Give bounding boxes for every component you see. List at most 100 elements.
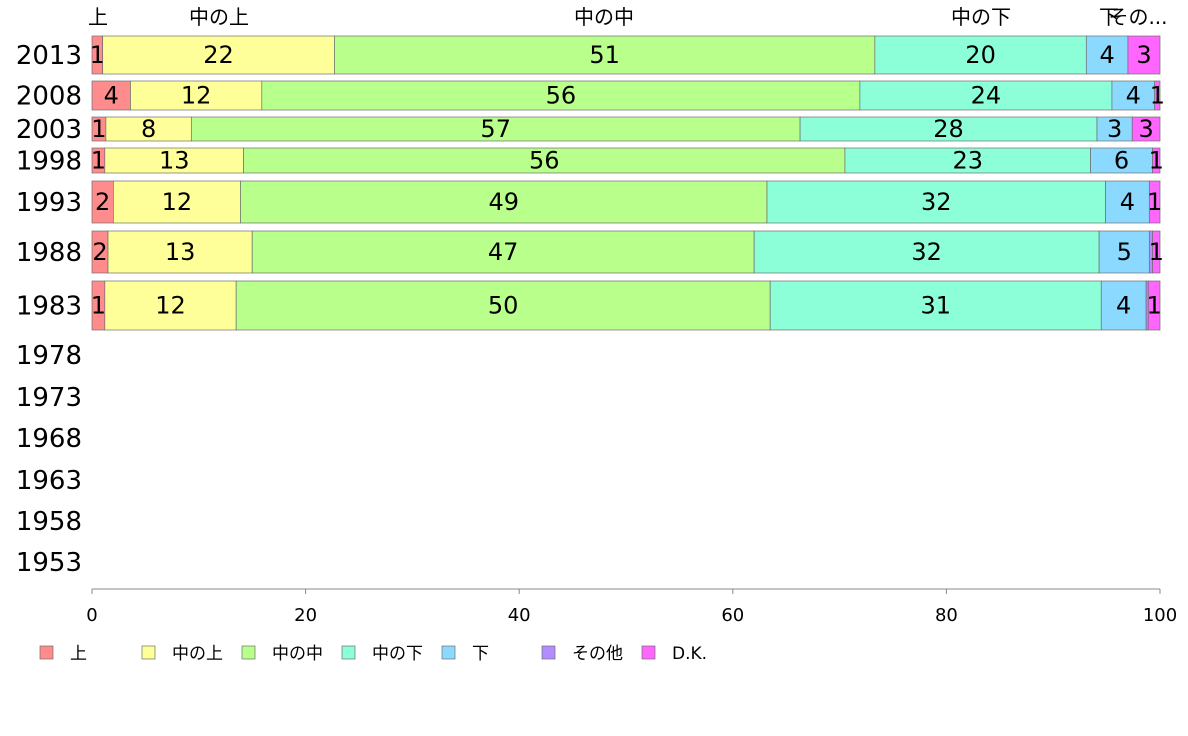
legend-swatch-6 <box>641 645 656 660</box>
bar-label-2003-4: 3 <box>1107 115 1122 143</box>
legend-swatch-3 <box>341 645 356 660</box>
bar-label-1988-2: 47 <box>488 238 519 266</box>
x-tick-label-4: 80 <box>935 605 958 626</box>
bar-label-1983-3: 31 <box>920 292 951 320</box>
bar-label-1998-4: 6 <box>1114 147 1129 175</box>
top-label-1: 中の上 <box>189 5 249 29</box>
x-tick-label-2: 40 <box>508 605 531 626</box>
bar-label-2013-2: 51 <box>589 41 620 69</box>
legend-label-0: 上 <box>70 644 87 664</box>
bar-label-2008-0: 4 <box>104 82 119 110</box>
bar-label-1983-2: 50 <box>488 292 519 320</box>
legend-swatch-2 <box>241 645 256 660</box>
year-label-2008: 2008 <box>16 82 82 112</box>
bar-1998-2 <box>243 147 846 174</box>
legend-label-3: 中の下 <box>372 644 423 664</box>
legend-label-2: 中の中 <box>272 644 323 664</box>
bar-1988-1 <box>107 230 253 274</box>
bar-label-2013-6: 3 <box>1136 41 1151 69</box>
bar-label-2003-0: 1 <box>91 115 106 143</box>
bar-2003-2 <box>190 116 801 142</box>
bar-label-2013-0: 1 <box>90 41 105 69</box>
legend-label-1: 中の上 <box>172 644 223 664</box>
bar-2013-6 <box>1127 35 1161 75</box>
bar-2008-3 <box>859 80 1113 111</box>
top-label-0: 上 <box>88 5 108 29</box>
bar-label-1983-0: 1 <box>91 292 106 320</box>
bar-label-1983-4: 4 <box>1116 292 1131 320</box>
bar-2013-1 <box>102 35 335 75</box>
bar-label-1993-0: 2 <box>95 188 110 216</box>
bar-label-1998-6: 1 <box>1149 147 1164 175</box>
bar-label-1993-6: 1 <box>1147 188 1162 216</box>
bar-2008-6 <box>1154 80 1161 111</box>
bar-1998-3 <box>844 147 1091 174</box>
bar-1998-4 <box>1090 147 1153 174</box>
bar-label-1988-6: 1 <box>1149 238 1164 266</box>
legend-label-4: 下 <box>472 644 489 664</box>
bar-label-2008-4: 4 <box>1126 82 1141 110</box>
bar-label-1988-3: 32 <box>911 238 942 266</box>
bar-label-2008-2: 56 <box>546 82 577 110</box>
legend-swatch-5 <box>541 645 556 660</box>
year-label-1953: 1953 <box>16 548 82 578</box>
bar-label-2013-3: 20 <box>965 41 996 69</box>
bar-label-1983-6: 1 <box>1146 292 1161 320</box>
bar-label-2013-1: 22 <box>203 41 234 69</box>
bar-label-1993-1: 12 <box>162 188 193 216</box>
bar-label-2013-4: 4 <box>1099 41 1114 69</box>
bar-1998-6 <box>1152 147 1161 174</box>
bar-label-1993-3: 32 <box>921 188 952 216</box>
bar-1983-1 <box>104 280 237 331</box>
bar-label-1983-1: 12 <box>155 292 186 320</box>
x-tick-label-0: 0 <box>86 605 97 626</box>
legend-swatch-4 <box>441 645 456 660</box>
year-label-1958: 1958 <box>16 507 82 537</box>
bar-1993-4 <box>1105 180 1150 224</box>
bar-1983-6 <box>1147 280 1161 331</box>
year-label-1973: 1973 <box>16 383 82 413</box>
bar-label-2003-1: 8 <box>141 115 156 143</box>
top-label-5: その... <box>1108 5 1167 29</box>
bar-1998-1 <box>104 147 245 174</box>
top-label-3: 中の下 <box>951 5 1011 29</box>
year-label-1983: 1983 <box>16 292 82 322</box>
top-label-4: 下 <box>1099 5 1119 29</box>
bar-label-2008-3: 24 <box>971 82 1002 110</box>
bar-label-1993-4: 4 <box>1120 188 1135 216</box>
legend-label-5: その他 <box>572 644 623 664</box>
bar-2003-6 <box>1131 116 1161 142</box>
bar-1983-2 <box>235 280 771 331</box>
bar-label-2003-3: 28 <box>933 115 964 143</box>
year-label-1993: 1993 <box>16 188 82 218</box>
bar-1983-3 <box>769 280 1102 331</box>
year-label-1998: 1998 <box>16 147 82 177</box>
bar-label-1998-0: 1 <box>91 147 106 175</box>
legend-swatch-1 <box>141 645 156 660</box>
x-tick-label-3: 60 <box>721 605 744 626</box>
bar-1993-2 <box>240 180 768 224</box>
x-tick-label-1: 20 <box>294 605 317 626</box>
bar-2008-1 <box>130 80 263 111</box>
bar-label-2003-6: 3 <box>1138 115 1153 143</box>
bar-label-1993-2: 49 <box>488 188 519 216</box>
bar-1988-4 <box>1098 230 1150 274</box>
bar-1988-6 <box>1152 230 1161 274</box>
bar-label-1998-3: 23 <box>952 147 983 175</box>
bar-2003-1 <box>105 116 192 142</box>
bar-label-2008-1: 12 <box>181 82 212 110</box>
year-label-2003: 2003 <box>16 115 82 145</box>
bar-label-2008-6: 1 <box>1150 82 1165 110</box>
bar-2003-3 <box>799 116 1098 142</box>
bar-label-1998-2: 56 <box>529 147 560 175</box>
year-label-1988: 1988 <box>16 238 82 268</box>
bar-label-1988-0: 2 <box>92 238 107 266</box>
bar-2003-4 <box>1096 116 1133 142</box>
bar-1993-6 <box>1148 180 1161 224</box>
x-tick-label-5: 100 <box>1143 605 1177 626</box>
legend-label-6: D.K. <box>672 644 707 664</box>
bar-1988-2 <box>251 230 755 274</box>
legend-swatch-0 <box>39 645 54 660</box>
top-label-2: 中の中 <box>574 5 634 29</box>
